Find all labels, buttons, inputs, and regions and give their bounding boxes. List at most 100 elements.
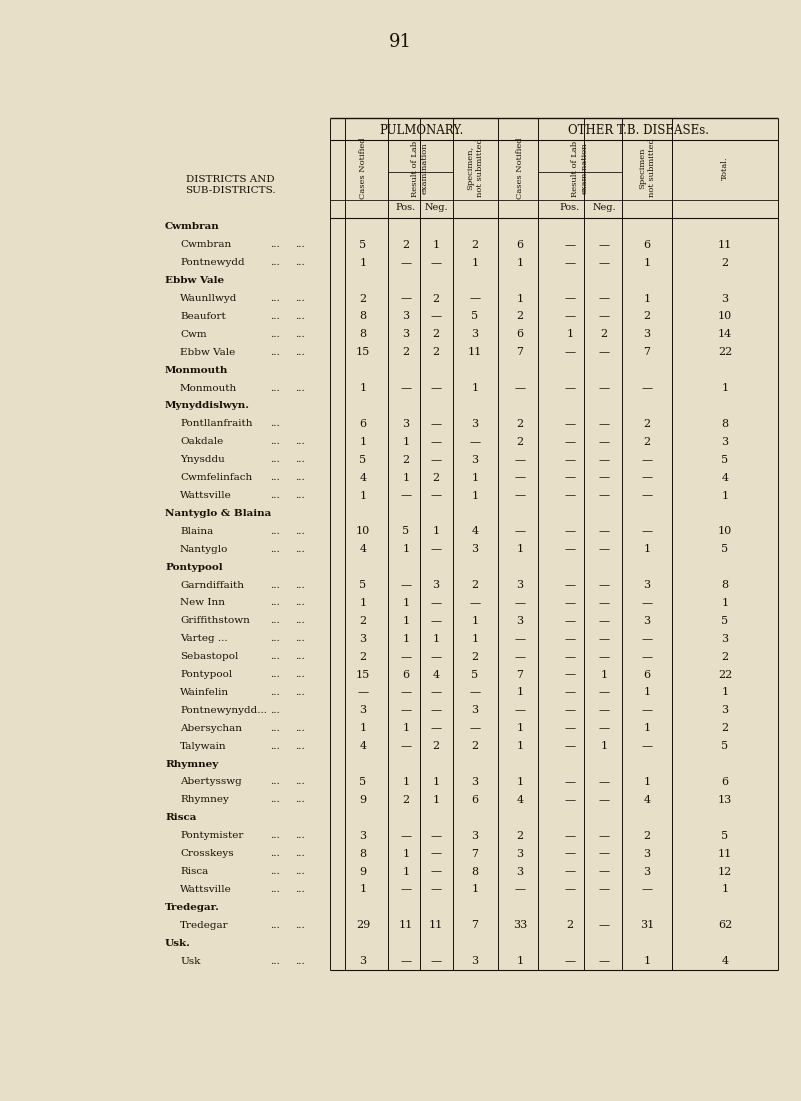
Text: 1: 1 [402, 437, 409, 447]
Text: —: — [565, 526, 576, 536]
Text: —: — [565, 258, 576, 268]
Text: 1: 1 [517, 544, 524, 554]
Text: 1: 1 [517, 777, 524, 787]
Text: Cwmbran: Cwmbran [180, 240, 231, 249]
Text: Ynysddu: Ynysddu [180, 455, 225, 465]
Text: —: — [400, 706, 412, 716]
Text: 1: 1 [566, 329, 574, 339]
Text: 5: 5 [722, 615, 729, 625]
Text: 5: 5 [722, 544, 729, 554]
Text: Neg.: Neg. [425, 204, 448, 212]
Text: ...: ... [270, 294, 280, 303]
Text: —: — [598, 956, 610, 966]
Text: 4: 4 [517, 795, 524, 805]
Text: OTHER T.B. DISEASEs.: OTHER T.B. DISEASEs. [567, 123, 709, 137]
Text: 1: 1 [360, 598, 367, 608]
Text: ...: ... [295, 437, 305, 446]
Text: 8: 8 [360, 329, 367, 339]
Text: Garndiffaith: Garndiffaith [180, 580, 244, 589]
Text: 1: 1 [472, 491, 478, 501]
Text: —: — [598, 491, 610, 501]
Text: New Inn: New Inn [180, 599, 225, 608]
Text: —: — [469, 437, 481, 447]
Text: —: — [598, 472, 610, 482]
Text: ...: ... [270, 527, 280, 536]
Text: 2: 2 [722, 258, 729, 268]
Text: Specimen,
not submitted: Specimen, not submitted [466, 139, 484, 197]
Text: —: — [430, 455, 441, 465]
Text: Nantyglo & Blaina: Nantyglo & Blaina [165, 509, 272, 517]
Text: 1: 1 [722, 491, 729, 501]
Text: Cwmfelinfach: Cwmfelinfach [180, 473, 252, 482]
Text: 1: 1 [601, 669, 608, 679]
Text: ...: ... [270, 723, 280, 733]
Text: Cases Notified: Cases Notified [516, 138, 524, 199]
Text: Usk.: Usk. [165, 939, 191, 948]
Text: —: — [565, 312, 576, 321]
Text: Sebastopol: Sebastopol [180, 652, 239, 662]
Text: —: — [642, 598, 653, 608]
Text: ...: ... [270, 634, 280, 643]
Text: —: — [642, 472, 653, 482]
Text: ...: ... [270, 652, 280, 662]
Text: 2: 2 [472, 741, 478, 751]
Text: 2: 2 [472, 580, 478, 590]
Text: —: — [469, 294, 481, 304]
Text: 2: 2 [402, 347, 409, 358]
Text: 1: 1 [360, 884, 367, 894]
Text: 3: 3 [643, 866, 650, 876]
Text: 1: 1 [722, 884, 729, 894]
Text: —: — [565, 615, 576, 625]
Text: —: — [430, 383, 441, 393]
Text: —: — [430, 884, 441, 894]
Text: —: — [430, 706, 441, 716]
Text: 3: 3 [472, 956, 478, 966]
Text: —: — [565, 777, 576, 787]
Text: Talywain: Talywain [180, 742, 227, 751]
Text: PULMONARY.: PULMONARY. [380, 123, 464, 137]
Text: —: — [598, 580, 610, 590]
Text: 3: 3 [360, 831, 367, 841]
Text: 3: 3 [517, 580, 524, 590]
Text: Risca: Risca [165, 814, 196, 822]
Text: ...: ... [295, 688, 305, 697]
Text: Rhymney: Rhymney [165, 760, 218, 768]
Text: —: — [598, 652, 610, 662]
Text: 2: 2 [643, 437, 650, 447]
Text: ...: ... [270, 312, 280, 321]
Text: —: — [400, 741, 412, 751]
Text: Mynyddislwyn.: Mynyddislwyn. [165, 402, 250, 411]
Text: —: — [514, 455, 525, 465]
Text: —: — [430, 491, 441, 501]
Text: —: — [400, 687, 412, 697]
Text: 7: 7 [517, 347, 524, 358]
Text: ...: ... [270, 437, 280, 446]
Text: 1: 1 [360, 383, 367, 393]
Text: 3: 3 [722, 437, 729, 447]
Text: Abertysswg: Abertysswg [180, 777, 242, 786]
Text: 1: 1 [722, 383, 729, 393]
Text: ...: ... [295, 920, 305, 929]
Text: 4: 4 [643, 795, 650, 805]
Text: 5: 5 [722, 455, 729, 465]
Text: 6: 6 [643, 240, 650, 250]
Text: ...: ... [295, 473, 305, 482]
Text: —: — [430, 849, 441, 859]
Text: 2: 2 [722, 652, 729, 662]
Text: 2: 2 [517, 831, 524, 841]
Text: —: — [430, 598, 441, 608]
Text: —: — [565, 741, 576, 751]
Text: 1: 1 [517, 741, 524, 751]
Text: —: — [430, 544, 441, 554]
Text: 4: 4 [722, 472, 729, 482]
Text: ...: ... [270, 688, 280, 697]
Text: —: — [598, 312, 610, 321]
Text: 3: 3 [643, 849, 650, 859]
Text: Pontypool: Pontypool [180, 671, 232, 679]
Text: 6: 6 [722, 777, 729, 787]
Text: ...: ... [270, 330, 280, 339]
Text: 6: 6 [517, 329, 524, 339]
Text: —: — [642, 455, 653, 465]
Text: —: — [642, 652, 653, 662]
Text: —: — [430, 615, 441, 625]
